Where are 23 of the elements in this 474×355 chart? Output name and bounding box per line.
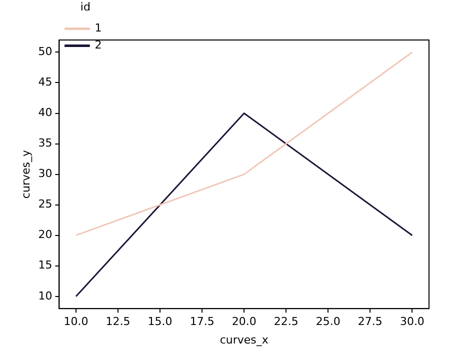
- y-tick-label: 20: [38, 228, 52, 242]
- x-tick-label: 25.0: [316, 315, 340, 328]
- y-tick-label: 30: [38, 167, 52, 180]
- y-tick-label: 35: [38, 136, 52, 150]
- y-tick-label: 45: [38, 76, 52, 89]
- y-axis-title: curves_y: [19, 150, 32, 199]
- legend-label: 1: [94, 22, 102, 35]
- legend-label: 2: [94, 38, 102, 52]
- x-axis-title: curves_x: [220, 333, 269, 346]
- x-tick-label: 20.0: [232, 315, 256, 328]
- y-tick-label: 15: [38, 258, 52, 272]
- x-tick-label: 17.5: [190, 315, 214, 328]
- x-tick-label: 30.0: [400, 315, 424, 328]
- x-tick-label: 15.0: [148, 315, 172, 328]
- x-tick-label: 27.5: [358, 315, 382, 328]
- x-tick-label: 12.5: [106, 315, 130, 328]
- x-tick-label: 10.0: [64, 315, 88, 328]
- y-tick-label: 50: [38, 45, 52, 58]
- y-tick-label: 10: [38, 289, 52, 302]
- y-tick-label: 40: [38, 106, 52, 120]
- x-tick-label: 22.5: [274, 315, 298, 328]
- y-tick-label: 25: [38, 198, 52, 211]
- legend-title: id: [80, 0, 90, 14]
